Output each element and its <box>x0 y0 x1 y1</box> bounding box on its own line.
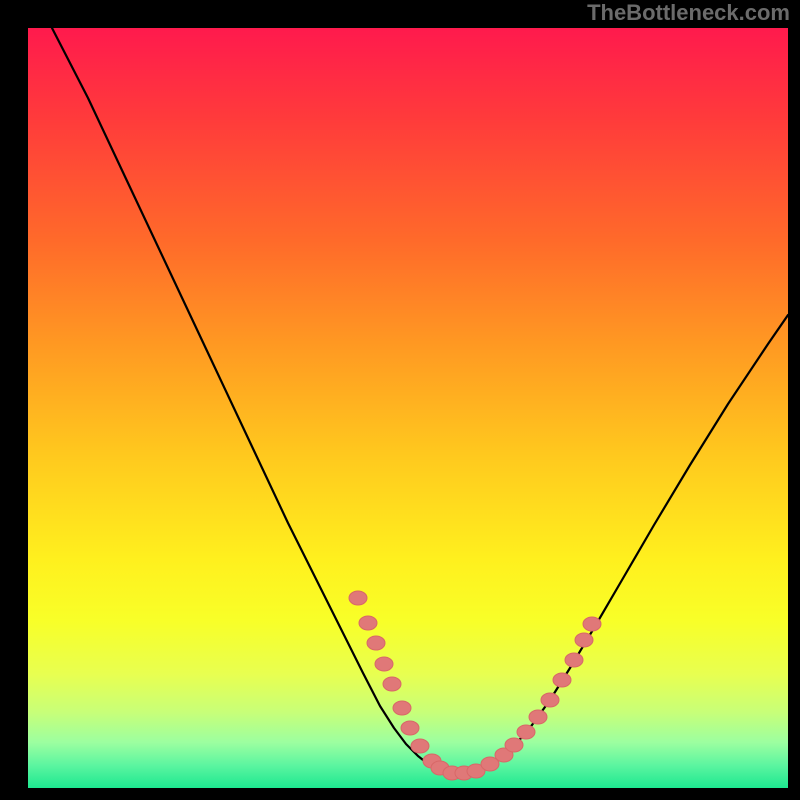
border-left <box>0 0 28 800</box>
border-right <box>788 0 800 800</box>
bottleneck-curve <box>52 28 788 773</box>
data-marker <box>529 710 547 724</box>
data-marker <box>367 636 385 650</box>
border-bottom <box>0 788 800 800</box>
data-marker <box>565 653 583 667</box>
chart-container: TheBottleneck.com <box>0 0 800 800</box>
plot-area <box>28 28 788 788</box>
data-marker <box>349 591 367 605</box>
data-marker <box>553 673 571 687</box>
data-marker <box>411 739 429 753</box>
data-marker <box>375 657 393 671</box>
data-marker <box>393 701 411 715</box>
data-marker <box>575 633 593 647</box>
data-marker <box>401 721 419 735</box>
data-marker <box>517 725 535 739</box>
data-marker <box>583 617 601 631</box>
data-marker <box>383 677 401 691</box>
data-marker <box>541 693 559 707</box>
data-marker <box>505 738 523 752</box>
data-marker <box>359 616 377 630</box>
watermark-text: TheBottleneck.com <box>587 0 790 26</box>
curve-layer <box>28 28 788 788</box>
